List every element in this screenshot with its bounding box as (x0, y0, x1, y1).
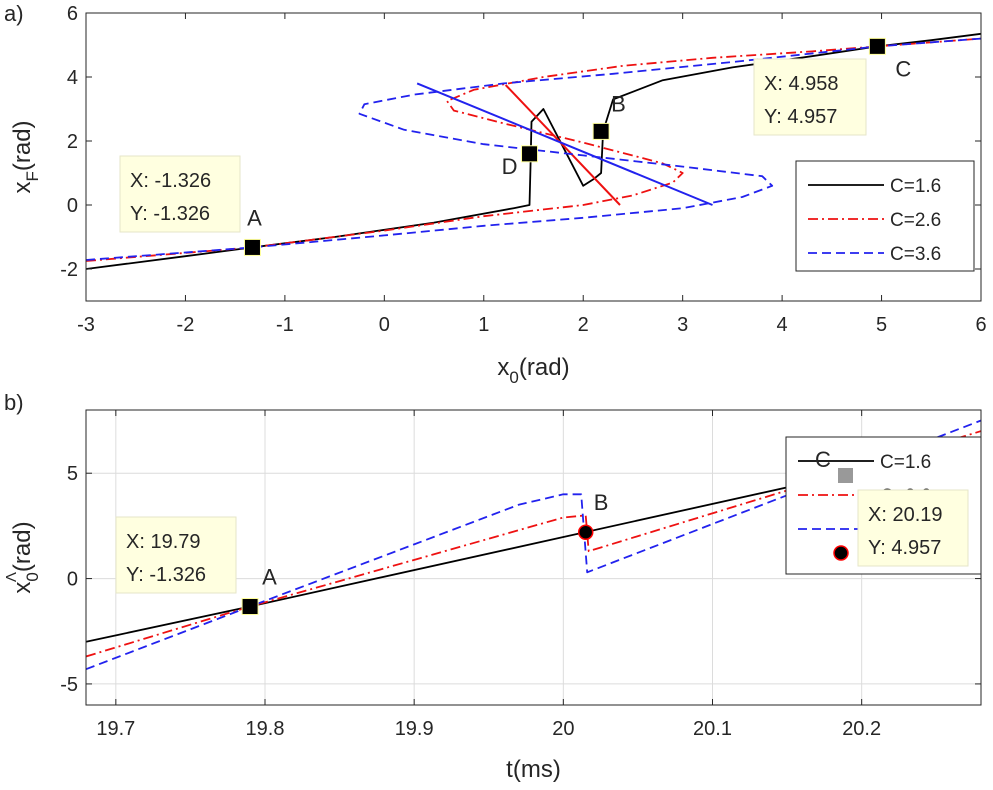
grey-marker-square (838, 468, 853, 483)
datatip-y: Y: 4.957 (764, 106, 837, 128)
legend-label: C=1.6 (890, 176, 941, 197)
datatip: X: 4.958 Y: 4.957 (753, 58, 867, 136)
x-axis-label: x0(rad) (497, 354, 569, 387)
overlay-letter: C (815, 447, 831, 472)
x-tick-label: 2 (578, 314, 589, 336)
datatip: X: 20.19 Y: 4.957 (857, 489, 969, 567)
datatip-y: Y: 4.957 (868, 537, 941, 559)
datatip-box (857, 489, 969, 567)
legend-box (795, 160, 975, 272)
x-tick-label: 6 (975, 314, 986, 336)
axes-box (85, 12, 982, 302)
panel-label: b) (4, 390, 24, 415)
x-tick-label: 5 (876, 314, 887, 336)
y-tick-label: 0 (67, 569, 78, 591)
x-tick-label: -2 (177, 314, 195, 336)
x-tick-label: 19.9 (395, 718, 434, 740)
marker-C (868, 37, 886, 55)
marker-label-D: D (502, 154, 518, 179)
datatip-x: X: 19.79 (126, 531, 201, 553)
marker-label-A: A (262, 565, 277, 590)
x-tick-label: 20.2 (842, 718, 881, 740)
marker-label-A: A (247, 205, 262, 230)
datatip: X: 19.79 Y: -1.326 (115, 516, 237, 594)
y-tick-label: 2 (67, 131, 78, 153)
marker-label-B: B (611, 91, 626, 116)
legend-label: C=2.6 (890, 210, 941, 231)
red-circle-marker (833, 545, 849, 561)
marker-label-C: C (895, 56, 911, 81)
y-tick-label: 4 (67, 67, 78, 89)
legend: C=1.6 C=2.6 C=3.6 (795, 160, 975, 272)
series-chord-C=2.6 (504, 84, 621, 206)
x-tick-label: 19.7 (96, 718, 135, 740)
datatip-box (119, 155, 241, 233)
x-tick-label: 3 (677, 314, 688, 336)
y-tick-label: -2 (60, 259, 78, 281)
datatip-x: X: 4.958 (764, 73, 839, 95)
marker-D (521, 145, 539, 163)
y-tick-label: 0 (67, 195, 78, 217)
marker-B (592, 122, 610, 140)
x-tick-label: 20.1 (693, 718, 732, 740)
datatip-box (115, 516, 237, 594)
panel-b: 19.7 19.8 19.9 20 20.1 20.2 -5 0 5 b) t(ms) x0Λ(rad… (3, 390, 982, 783)
legend-label: C=1.6 (880, 452, 931, 473)
y-axis-label: x0Λ(rad) (3, 521, 42, 593)
series-line-C=3.6 (86, 37, 981, 261)
datatip-y: Y: -1.326 (130, 203, 210, 225)
legend-label: C=3.6 (890, 244, 941, 265)
marker-A (241, 598, 259, 616)
y-tick-label: -5 (60, 674, 78, 696)
x-tick-label: 20 (552, 718, 574, 740)
x-tick-label: 19.8 (246, 718, 285, 740)
datatip-x: X: 20.19 (868, 504, 943, 526)
y-axis-label: xF(rad) (9, 120, 42, 193)
panel-a: -3 -2 -1 0 1 2 3 4 5 6 -2 0 2 4 6 a) x0(rad) xF(rad) C=1.6… (4, 1, 987, 387)
marker-B (577, 524, 594, 540)
datatip-box (753, 58, 867, 136)
y-tick-label: 5 (67, 463, 78, 485)
marker-label-B: B (594, 490, 609, 515)
x-axis-label: t(ms) (506, 756, 561, 783)
series-chord-C=3.6 (416, 82, 713, 206)
x-tick-label: -3 (77, 314, 95, 336)
y-tick-label: 6 (67, 3, 78, 25)
marker-A (243, 238, 261, 256)
x-tick-label: -1 (276, 314, 294, 336)
x-tick-label: 0 (379, 314, 390, 336)
datatip-x: X: -1.326 (130, 170, 211, 192)
x-tick-label: 4 (777, 314, 788, 336)
datatip-y: Y: -1.326 (126, 564, 206, 586)
x-tick-label: 1 (478, 314, 489, 336)
series-line-C=2.6 (86, 430, 981, 658)
datatip: X: -1.326 Y: -1.326 (119, 155, 241, 233)
panel-label: a) (4, 1, 24, 26)
